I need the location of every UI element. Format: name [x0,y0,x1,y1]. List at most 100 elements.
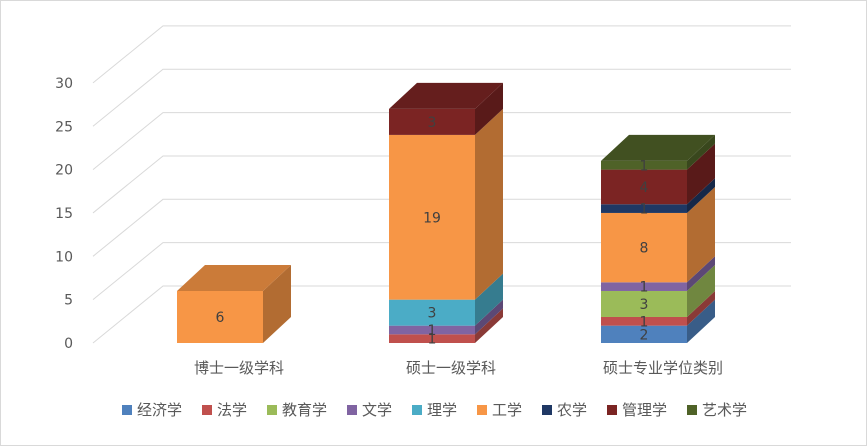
legend-swatch [347,405,357,415]
legend-label: 法学 [217,401,247,419]
y-tick-label: 5 [64,293,73,309]
legend-item: 经济学 [122,401,182,419]
bar-segment-side [263,264,291,343]
bar-segment-side [475,299,503,335]
bar-segment-front [389,299,475,326]
legend-label: 理学 [427,401,457,419]
bar-segment-front [601,160,687,170]
bar-segment-front [601,316,687,326]
legend-label: 文学 [362,401,392,419]
data-label: 19 [423,210,441,226]
y-tick-label: 0 [64,336,73,352]
y-tick-label: 20 [55,163,73,179]
legend-swatch [122,405,132,415]
gridline [92,242,791,301]
y-axis-ticks: 0 5 10 15 20 25 30 [55,76,73,352]
legend-label: 经济学 [137,401,182,419]
bar-segment-front [389,134,475,300]
gridline [92,285,791,344]
bar-segment-side [475,108,503,300]
data-label: 6 [216,310,225,326]
bar-top [389,82,503,109]
legend-item: 教育学 [267,401,327,419]
bar-segment-front [389,108,475,135]
legend-item: 法学 [202,401,247,419]
gridline [92,112,791,170]
bar-segment-front [601,204,687,213]
gridline [92,198,791,257]
bar-segment-side [687,143,715,205]
legend: 经济学 法学 教育学 文学 理学 工学 农学 管理学 艺术学 [122,401,747,419]
data-label: 1 [428,332,437,348]
legend-item: 理学 [412,401,457,419]
bar-segment-front [601,212,687,283]
bar-segment [601,264,715,317]
bar-segment-side [687,290,715,326]
legend-item: 管理学 [607,401,667,419]
data-label: 3 [428,115,437,131]
legend-label: 工学 [492,401,522,419]
legend-item: 文学 [347,401,392,419]
bar-segment-side [687,186,715,283]
bar-segment [389,273,503,326]
data-label: 2 [640,327,649,343]
legend-item: 工学 [477,401,522,419]
bar-segment-front [601,325,687,343]
bar-segment-front [389,334,475,343]
x-category-label: 博士一级学科 [194,359,284,377]
bar-segment-side [687,178,715,213]
bar-segment [601,186,715,283]
gridline [92,68,791,127]
data-label: 3 [640,297,649,313]
legend-label: 艺术学 [702,401,747,419]
y-tick-label: 10 [55,249,73,265]
legend-swatch [607,405,617,415]
legend-swatch [542,405,552,415]
gridline [92,155,791,214]
data-label: 1 [640,280,649,296]
bar-segment-side [475,273,503,326]
bar-segment [601,178,715,213]
legend-swatch [477,405,487,415]
bar-top [601,134,715,161]
data-label: 1 [640,314,649,330]
bar-segment-front [177,290,263,343]
legend-swatch [202,405,212,415]
bar-segment [601,290,715,326]
bar-segment [389,82,503,135]
bar-segment [601,256,715,291]
bar-segment [389,108,503,300]
data-label: 8 [640,241,649,257]
legend-swatch [687,405,697,415]
bar-segment-side [687,299,715,343]
bar-stack: 6 [177,264,291,343]
data-label: 4 [640,180,649,196]
data-label: 1 [428,323,437,339]
bar-segment-side [475,308,503,343]
y-tick-label: 15 [55,206,73,222]
y-tick-label: 30 [55,76,73,92]
gridline [92,25,791,84]
bar-segment-front [389,325,475,335]
data-label: 1 [640,158,649,174]
gridlines [92,25,791,344]
x-category-label: 硕士一级学科 [406,359,496,377]
bar-segment-front [601,282,687,291]
legend-label: 教育学 [282,401,327,419]
data-label: 1 [640,202,649,218]
legend-item: 农学 [542,401,587,419]
bar-segment-side [475,82,503,135]
legend-swatch [267,405,277,415]
bar-segment-side [687,256,715,291]
legend-label: 管理学 [622,401,667,419]
bar-top [177,264,291,291]
data-label: 3 [428,306,437,322]
y-tick-label: 25 [55,119,73,135]
bar-segment [389,308,503,343]
bar-segment-front [601,290,687,317]
